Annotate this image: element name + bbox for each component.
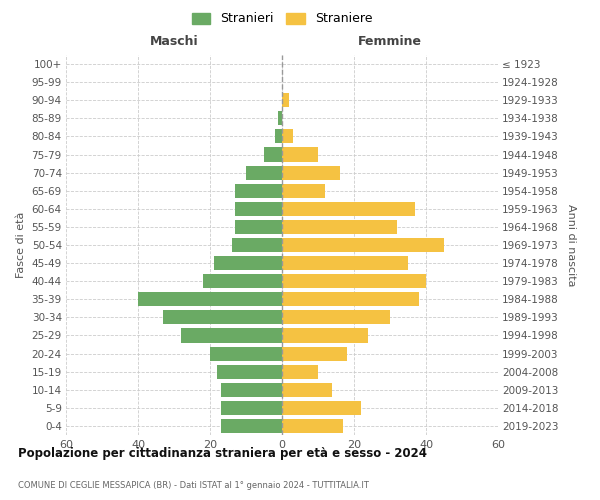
Bar xyxy=(138,292,282,306)
Bar xyxy=(235,184,282,198)
Bar xyxy=(282,238,444,252)
Bar xyxy=(214,256,282,270)
Bar xyxy=(221,382,282,397)
Bar xyxy=(221,401,282,415)
Bar xyxy=(210,346,282,360)
Bar xyxy=(282,292,419,306)
Bar xyxy=(232,238,282,252)
Bar xyxy=(282,401,361,415)
Bar xyxy=(275,130,282,143)
Bar xyxy=(282,274,426,288)
Bar xyxy=(282,220,397,234)
Bar xyxy=(282,256,408,270)
Bar xyxy=(264,148,282,162)
Text: Popolazione per cittadinanza straniera per età e sesso - 2024: Popolazione per cittadinanza straniera p… xyxy=(18,448,427,460)
Bar xyxy=(163,310,282,324)
Bar xyxy=(282,148,318,162)
Y-axis label: Fasce di età: Fasce di età xyxy=(16,212,26,278)
Y-axis label: Anni di nascita: Anni di nascita xyxy=(566,204,575,286)
Bar xyxy=(282,419,343,433)
Bar xyxy=(282,346,347,360)
Legend: Stranieri, Straniere: Stranieri, Straniere xyxy=(188,8,376,29)
Text: Maschi: Maschi xyxy=(149,35,199,48)
Bar xyxy=(282,93,289,108)
Bar xyxy=(181,328,282,342)
Text: Femmine: Femmine xyxy=(358,35,422,48)
Bar xyxy=(282,202,415,216)
Bar xyxy=(282,364,318,378)
Bar xyxy=(235,202,282,216)
Bar xyxy=(221,419,282,433)
Bar xyxy=(203,274,282,288)
Text: COMUNE DI CEGLIE MESSAPICA (BR) - Dati ISTAT al 1° gennaio 2024 - TUTTITALIA.IT: COMUNE DI CEGLIE MESSAPICA (BR) - Dati I… xyxy=(18,480,369,490)
Bar xyxy=(282,328,368,342)
Bar xyxy=(282,166,340,179)
Bar xyxy=(282,310,390,324)
Bar xyxy=(235,220,282,234)
Bar xyxy=(282,130,293,143)
Bar xyxy=(282,382,332,397)
Bar xyxy=(282,184,325,198)
Bar xyxy=(278,112,282,126)
Bar xyxy=(217,364,282,378)
Bar xyxy=(246,166,282,179)
